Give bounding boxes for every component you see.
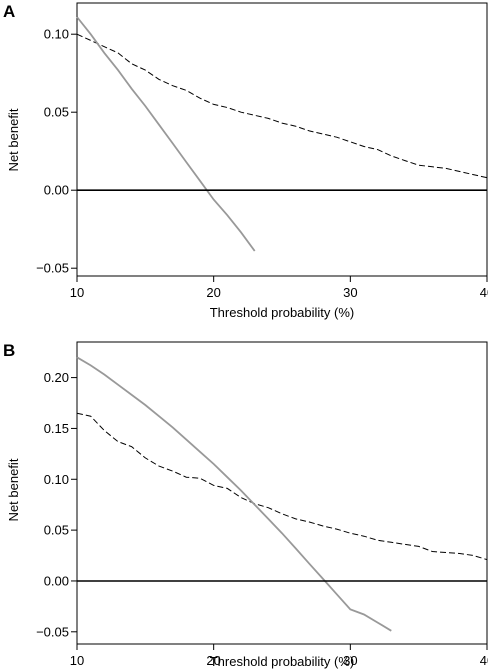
panel-b-gray-line xyxy=(76,356,392,632)
panel-a-y-axis-label: Net benefit xyxy=(6,108,21,171)
panel-b-y-tick-label-3: 0.10 xyxy=(44,472,69,487)
panel-a-x-tick-label-0: 10 xyxy=(70,285,84,300)
panel-a-y-tick-label-2: 0.05 xyxy=(44,105,69,120)
panel-b: B −0.05 0.00 0.05 0.10 0.15 0.20 10 20 3… xyxy=(3,341,488,669)
panel-b-y-axis-label: Net benefit xyxy=(6,458,21,521)
panel-b-letter: B xyxy=(3,341,15,360)
panel-a-x-tick-label-1: 20 xyxy=(206,285,220,300)
panel-b-y-tick-label-5: 0.20 xyxy=(44,370,69,385)
panel-b-y-tick-label-1: 0.00 xyxy=(44,573,69,588)
panel-a: A −0.05 0.00 0.05 0.10 10 20 30 40 Thres… xyxy=(3,2,488,320)
panel-b-y-tick-label-2: 0.05 xyxy=(44,523,69,538)
panel-b-x-tick-label-2: 30 xyxy=(343,653,357,668)
panel-a-letter: A xyxy=(3,2,15,21)
panel-b-dashed-line xyxy=(76,412,488,561)
panel-a-x-tick-label-3: 40 xyxy=(480,285,488,300)
panel-b-y-tick-label-0: −0.05 xyxy=(36,624,69,639)
panel-a-gray-line xyxy=(76,16,256,252)
panel-a-x-axis-label: Threshold probability (%) xyxy=(210,305,355,320)
panel-a-y-tick-label-3: 0.10 xyxy=(44,27,69,42)
panel-b-y-tick-label-4: 0.15 xyxy=(44,421,69,436)
panel-a-dashed-line xyxy=(76,33,488,179)
panel-b-x-tick-label-3: 40 xyxy=(480,653,488,668)
panel-a-y-tick-label-0: −0.05 xyxy=(36,261,69,276)
panel-a-x-tick-label-2: 30 xyxy=(343,285,357,300)
panel-a-plot-frame xyxy=(76,2,488,277)
panel-b-series-layer xyxy=(76,356,488,632)
panel-b-x-tick-label-0: 10 xyxy=(70,653,84,668)
panel-b-plot-frame xyxy=(76,341,488,645)
panel-b-x-axis-label: Threshold probability (%) xyxy=(210,654,355,669)
panel-b-x-tick-label-1: 20 xyxy=(206,653,220,668)
panel-a-series-layer xyxy=(76,16,488,252)
panel-a-y-tick-label-1: 0.00 xyxy=(44,183,69,198)
